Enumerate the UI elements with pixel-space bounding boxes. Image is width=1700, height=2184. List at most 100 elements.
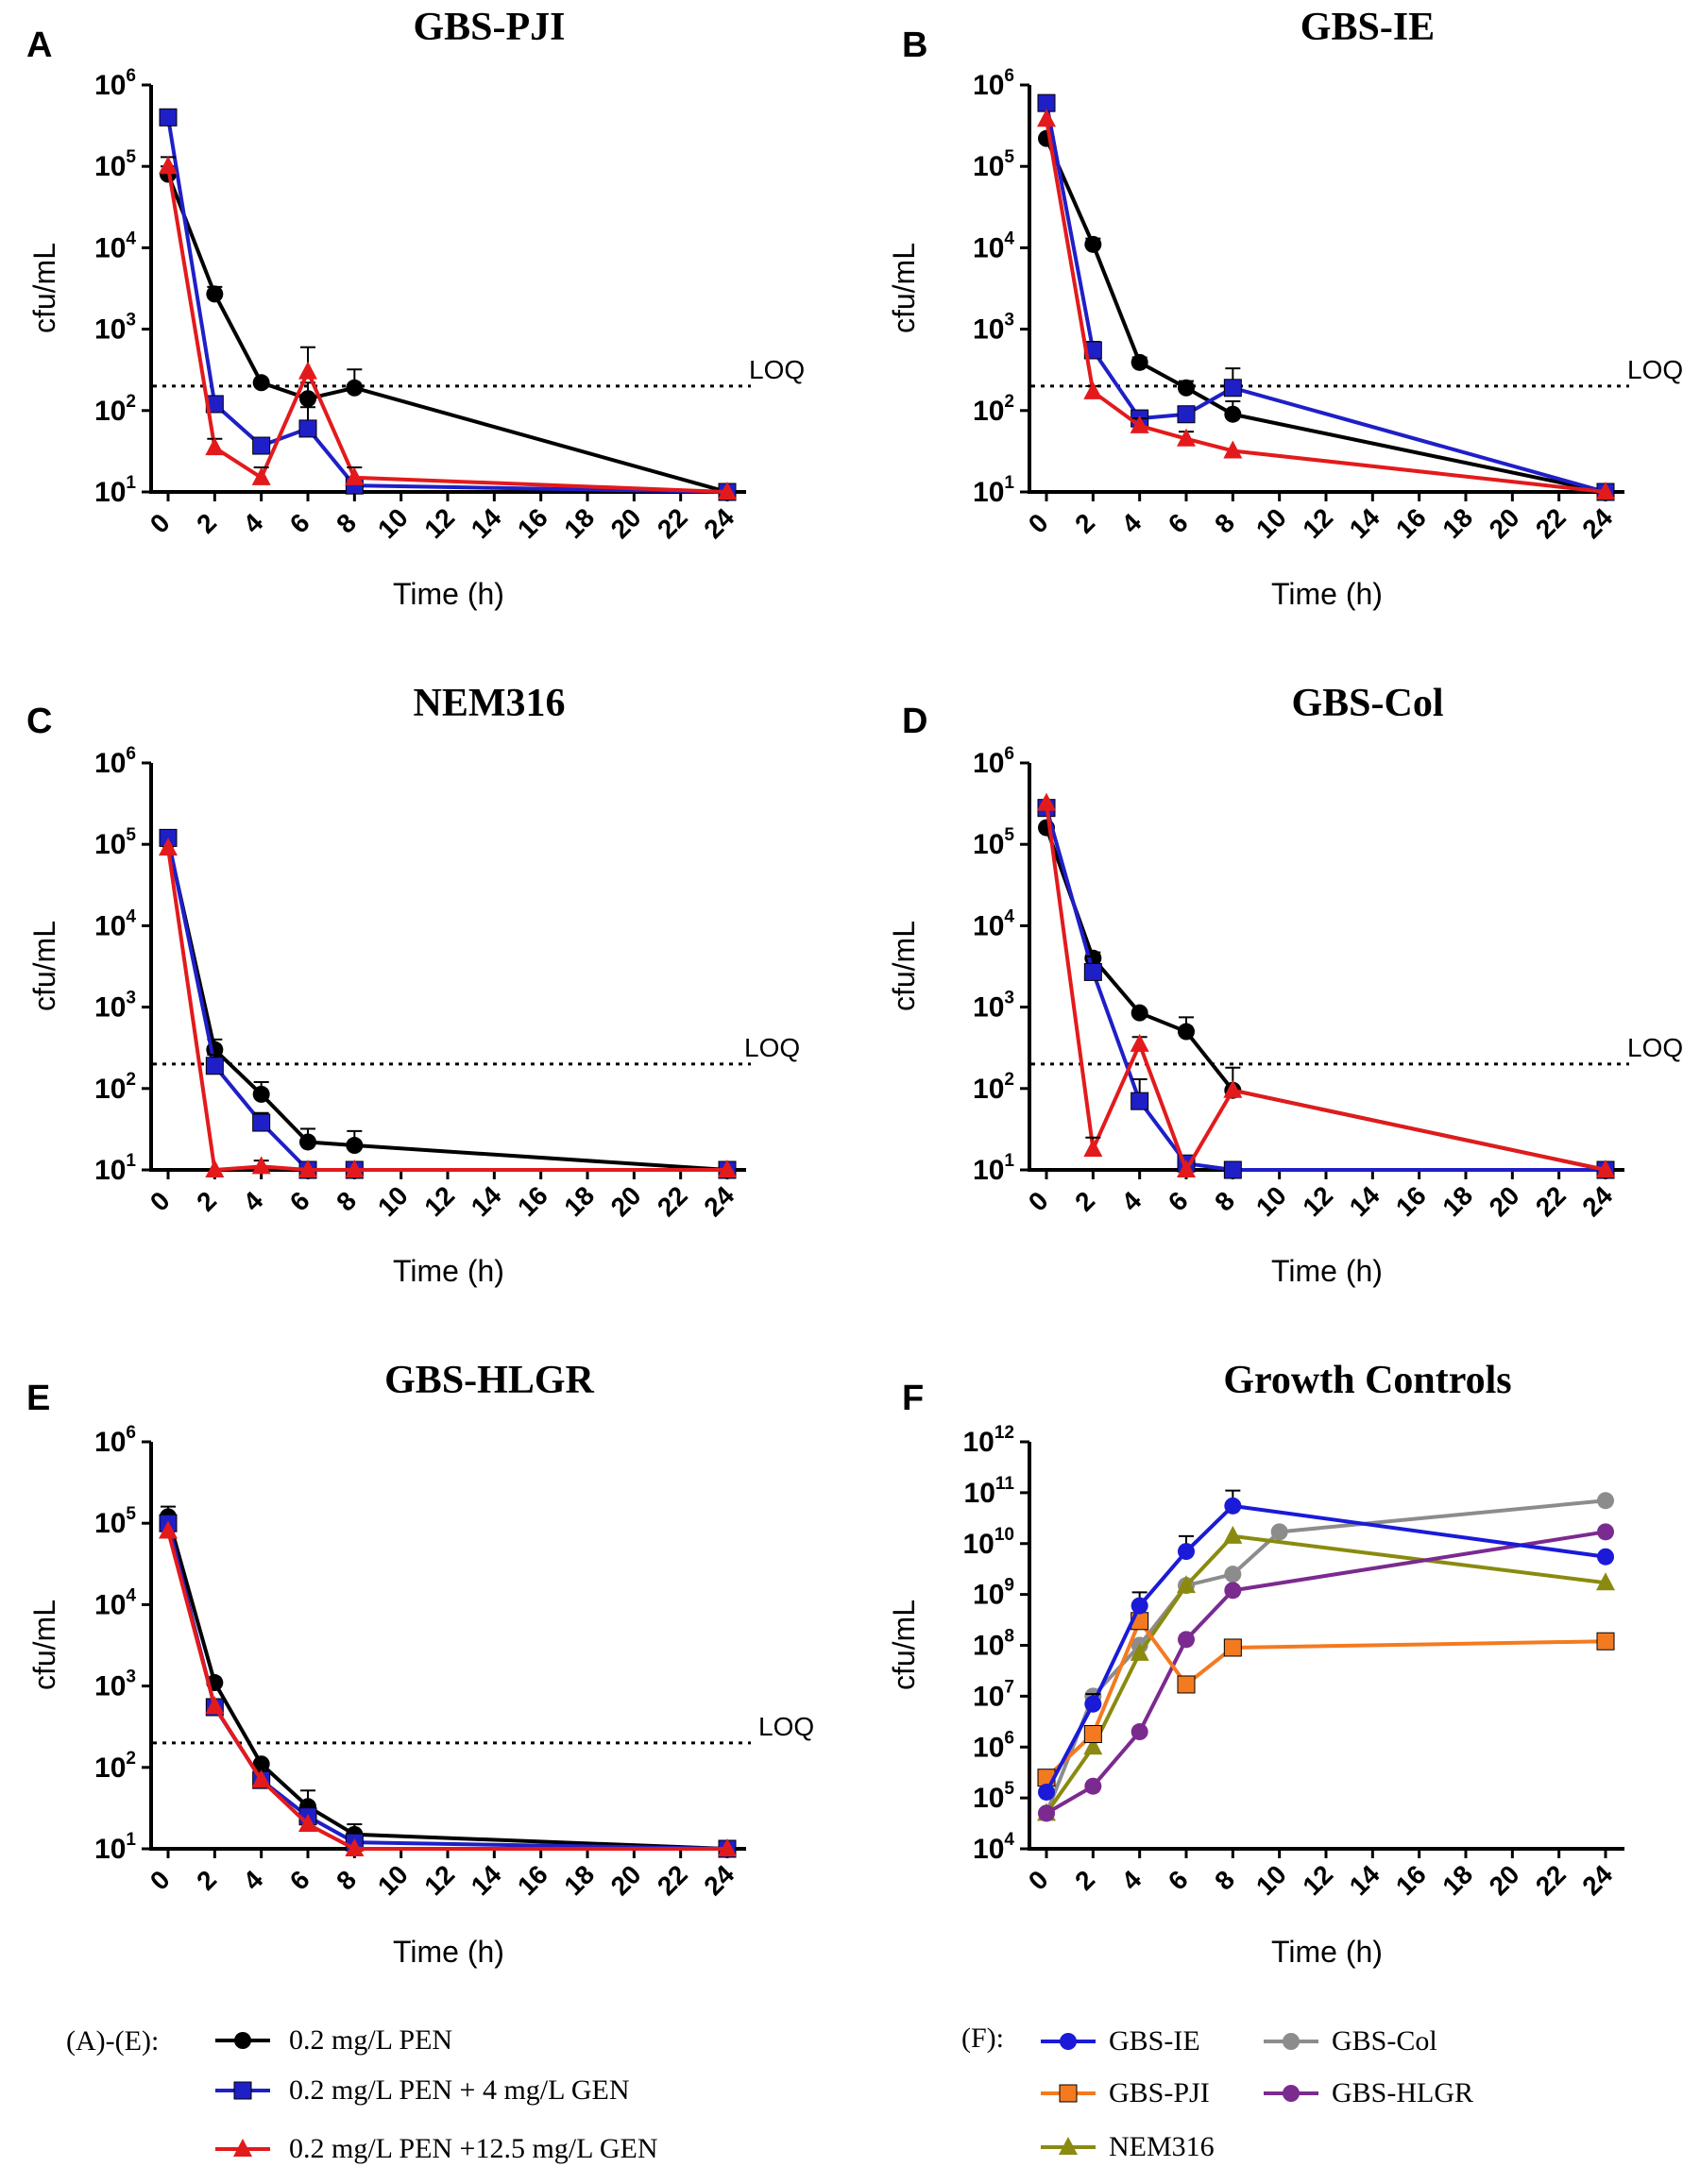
x-tick-label: 4 [237,1865,268,1896]
series-pen_gen4 [159,108,737,501]
x-tick-label: 14 [1344,1859,1386,1901]
series-line [166,837,727,1172]
data-point [718,1838,737,1856]
data-point [298,1160,317,1177]
data-point [205,437,225,456]
x-tick-label: 18 [558,1859,600,1901]
legend-ae: (A)-(E): 0.2 mg/L PEN 0.2 mg/L PEN + 4 mg/… [66,2024,658,2164]
x-tick-label: 12 [1297,502,1338,544]
series-line [1045,826,1606,1172]
x-tick-label: 20 [1484,1859,1525,1901]
legend-item-gbs_ie: GBS-IE [1041,2025,1200,2057]
x-axis-title: Time (h) [393,1935,504,1969]
x-tick-label: 8 [331,1865,362,1896]
series-pen_gen125 [159,838,737,1177]
x-tick-label: 20 [605,1180,647,1222]
x-tick-label: 14 [466,1180,507,1222]
y-tick-label: 102 [973,1070,1014,1105]
legend-label: 0.2 mg/L PEN [289,2024,452,2056]
y-tick-label: 106 [973,1728,1014,1763]
y-tick-label: 103 [94,989,136,1024]
data-point [1130,1723,1148,1741]
x-tick-label: 6 [284,1865,315,1896]
x-tick-label: 22 [1530,502,1572,544]
data-point [206,285,224,303]
panel-title: GBS-IE [1300,6,1435,49]
series-line [166,1522,728,1851]
data-point [1084,235,1102,253]
data-point [1270,1523,1288,1541]
legend-label: GBS-IE [1109,2025,1200,2057]
x-tick-label: 24 [1576,1859,1618,1901]
data-point [1223,379,1242,398]
x-axis-title: Time (h) [1271,577,1383,611]
x-tick-label: 2 [191,1186,222,1217]
loq-label: LOQ [749,355,805,384]
data-point [299,1133,316,1151]
x-tick-label: 14 [466,502,507,544]
x-tick-label: 6 [1163,1865,1194,1896]
y-tick-label: 106 [973,744,1014,779]
legend-marker [1060,2033,1077,2050]
y-tick-label: 1012 [962,1423,1014,1458]
x-tick-label: 8 [1209,1186,1240,1217]
data-point [1223,440,1243,459]
x-tick-label: 14 [1344,502,1386,544]
series-line [1045,137,1606,494]
data-point [252,436,271,455]
legend-prefix: (F): [961,2023,1004,2054]
loq-label: LOQ [1627,355,1683,384]
y-tick-label: 103 [94,311,136,346]
y-axis-title: cfu/mL [887,921,921,1011]
x-tick-label: 24 [1576,1180,1618,1222]
x-tick-label: 10 [1250,1180,1292,1222]
panel-title: GBS-HLGR [384,1359,594,1402]
x-tick-label: 24 [698,1180,740,1222]
series-line [166,847,727,1172]
legend-item-gbs_pji: GBS-PJI [1041,2077,1210,2108]
x-tick-label: 14 [466,1859,507,1901]
data-point [1178,1023,1195,1041]
x-tick-label: 0 [1023,1865,1054,1896]
data-point [251,466,271,485]
y-tick-label: 104 [94,906,136,941]
series-line [166,116,728,494]
y-tick-label: 104 [973,1830,1014,1865]
series-pen [160,832,736,1178]
y-tick-label: 104 [973,229,1014,263]
x-tick-label: 12 [418,1180,460,1222]
x-tick-label: 12 [1297,1859,1338,1901]
data-point [1084,1777,1102,1795]
x-tick-label: 4 [1115,508,1147,539]
data-point [1178,1543,1195,1561]
data-point [159,1520,178,1539]
legend-prefix: (A)-(E): [66,2025,159,2057]
y-tick-label: 105 [94,147,136,182]
data-point [1597,1492,1614,1510]
legend-item-pen_gen4: 0.2 mg/L PEN + 4 mg/L GEN [215,2074,630,2106]
x-tick-label: 22 [1530,1180,1572,1222]
x-tick-label: 6 [1163,508,1194,539]
y-axis-title: cfu/mL [27,1600,61,1690]
x-tick-label: 0 [144,508,176,539]
x-tick-label: 4 [1115,1186,1147,1217]
y-tick-label: 103 [94,1668,136,1702]
data-point [1177,1575,1196,1594]
legend-label: GBS-Col [1332,2025,1437,2057]
data-point [1597,1548,1614,1566]
x-tick-label: 18 [558,1180,600,1222]
y-tick-label: 105 [973,825,1014,860]
x-tick-label: 24 [698,1859,740,1901]
legend-marker [1059,2137,1078,2155]
legend-label: NEM316 [1109,2131,1215,2162]
x-tick-label: 20 [605,1859,647,1901]
data-point [1130,1597,1148,1615]
legend-marker [1059,2084,1078,2103]
data-point [346,1137,364,1155]
series-pen_gen4 [1037,799,1615,1179]
y-tick-label: 101 [94,473,136,508]
x-tick-label: 10 [1250,1859,1292,1901]
x-tick-label: 16 [512,1859,553,1901]
x-tick-label: 18 [558,502,600,544]
